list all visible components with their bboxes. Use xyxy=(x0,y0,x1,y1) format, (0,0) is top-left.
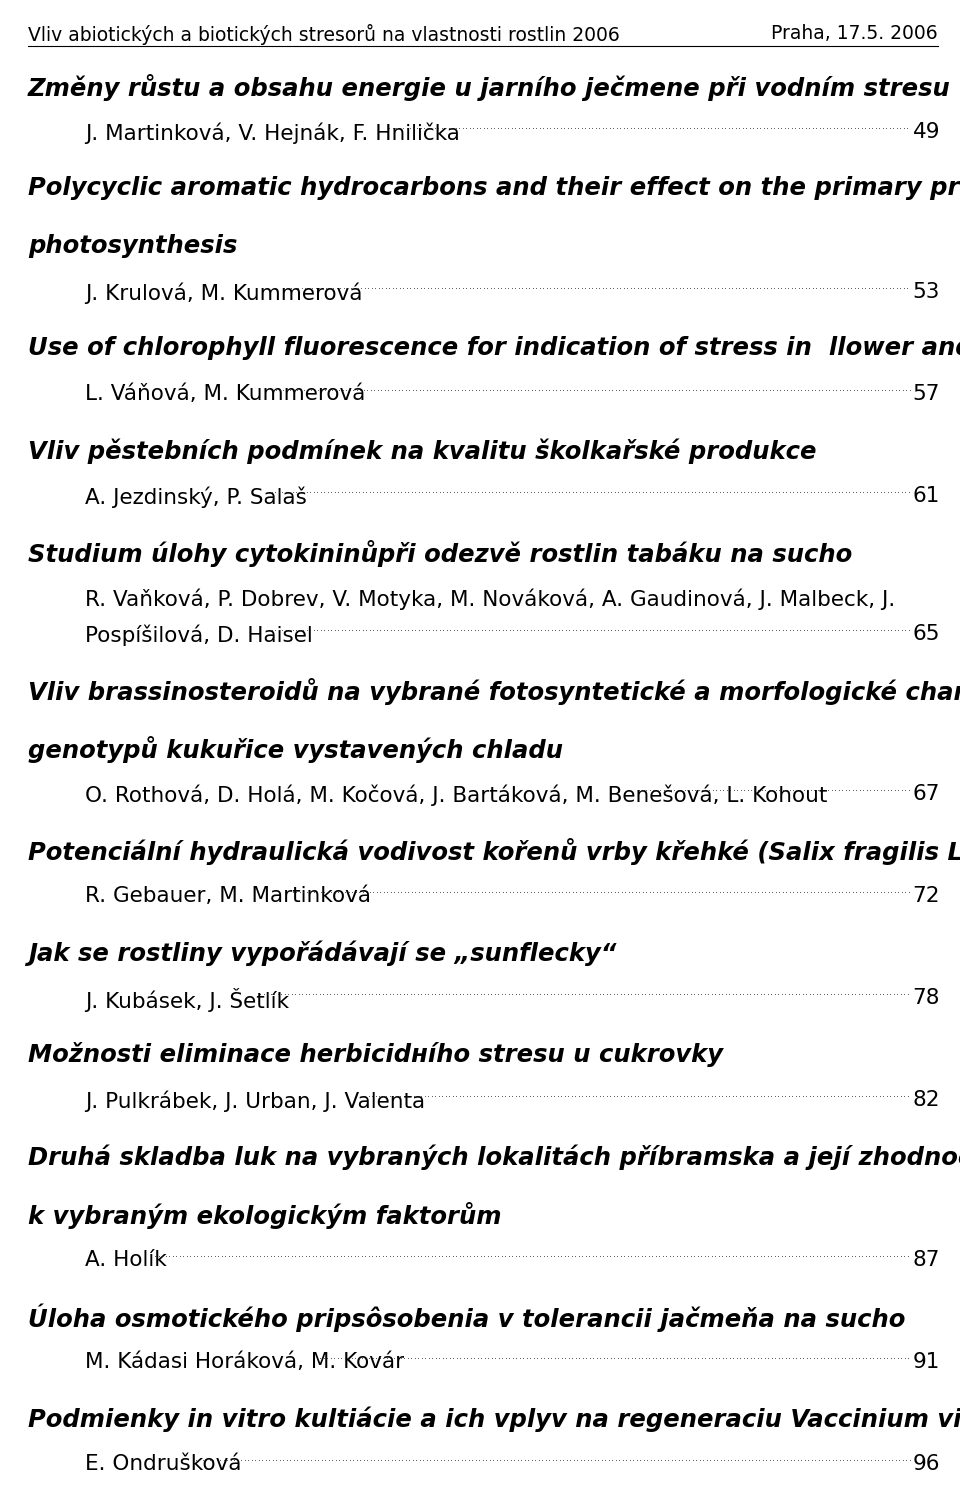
Text: J. Martinková, V. Hejnák, F. Hnilička: J. Martinková, V. Hejnák, F. Hnilička xyxy=(85,122,460,144)
Text: Pospíšilová, D. Haisel: Pospíšilová, D. Haisel xyxy=(85,624,313,645)
Text: Podmienky in vitro kultiácie a ich vplyv na regeneraciu Vaccinium vitis-idaea L.: Podmienky in vitro kultiácie a ich vplyv… xyxy=(28,1406,960,1431)
Text: 82: 82 xyxy=(913,1091,940,1110)
Text: Vliv brassinosteroidů na vybrané fotosyntetické a morfologické charkteristikyu r: Vliv brassinosteroidů na vybrané fotosyn… xyxy=(28,678,960,704)
Text: 65: 65 xyxy=(913,624,940,643)
Text: Use of chlorophyll fluorescence for indication of stress in  llower and hugher p: Use of chlorophyll fluorescence for indi… xyxy=(28,336,960,360)
Text: J. Krulová, M. Kummerová: J. Krulová, M. Kummerová xyxy=(85,282,363,303)
Text: A. Holík: A. Holík xyxy=(85,1250,167,1271)
Text: 67: 67 xyxy=(913,785,940,804)
Text: L. Váňová, M. Kummerová: L. Váňová, M. Kummerová xyxy=(85,383,366,404)
Text: Možnosti eliminace herbicidнího stresu u cukrovky: Možnosti eliminace herbicidнího stresu u… xyxy=(28,1042,723,1067)
Text: Polycyclic aromatic hydrocarbons and their effect on the primary processes of: Polycyclic aromatic hydrocarbons and the… xyxy=(28,175,960,201)
Text: 96: 96 xyxy=(913,1453,940,1474)
Text: Úloha osmotického pripsôsobenia v tolerancii jačmeňa na sucho: Úloha osmotického pripsôsobenia v tolera… xyxy=(28,1305,905,1333)
Text: J. Pulkrábek, J. Urban, J. Valenta: J. Pulkrábek, J. Urban, J. Valenta xyxy=(85,1091,425,1112)
Text: 87: 87 xyxy=(913,1250,940,1271)
Text: Druhá skladba luk na vybraných lokalitách příbramska a její zhodnocení ve vztahu: Druhá skladba luk na vybraných lokalitác… xyxy=(28,1144,960,1169)
Text: photosynthesis: photosynthesis xyxy=(28,233,237,259)
Text: Praha, 17.5. 2006: Praha, 17.5. 2006 xyxy=(772,24,938,43)
Text: Vliv pěstebních podmínek na kvalitu školkařské produkce: Vliv pěstebních podmínek na kvalitu škol… xyxy=(28,438,817,464)
Text: J. Kubásek, J. Šetlík: J. Kubásek, J. Šetlík xyxy=(85,988,289,1012)
Text: M. Kádasi Horáková, M. Kovár: M. Kádasi Horáková, M. Kovár xyxy=(85,1352,404,1372)
Text: 53: 53 xyxy=(913,282,940,302)
Text: O. Rothová, D. Holá, M. Kočová, J. Bartáková, M. Benešová, L. Kohout: O. Rothová, D. Holá, M. Kočová, J. Bartá… xyxy=(85,785,828,805)
Text: 61: 61 xyxy=(913,486,940,507)
Text: 57: 57 xyxy=(913,383,940,404)
Text: Studium úlohy cytokininůpři odezvě rostlin tabáku na sucho: Studium úlohy cytokininůpři odezvě rostl… xyxy=(28,539,852,568)
Text: 78: 78 xyxy=(913,988,940,1008)
Text: R. Vaňková, P. Dobrev, V. Motyka, M. Nováková, A. Gaudinová, J. Malbeck, J.: R. Vaňková, P. Dobrev, V. Motyka, M. Nov… xyxy=(85,588,896,609)
Text: R. Gebauer, M. Martinková: R. Gebauer, M. Martinková xyxy=(85,886,371,906)
Text: genotypů kukuřice vystavených chladu: genotypů kukuřice vystavených chladu xyxy=(28,736,563,762)
Text: Potenciální hydraulická vodivost kořenů vrby křehké (Salix fragilis L.): Potenciální hydraulická vodivost kořenů … xyxy=(28,838,960,865)
Text: Jak se rostliny vypořádávají se „sunflecky“: Jak se rostliny vypořádávají se „sunflec… xyxy=(28,941,616,966)
Text: k vybraným ekologickým faktorům: k vybraným ekologickým faktorům xyxy=(28,1202,501,1229)
Text: E. Ondrušková: E. Ondrušková xyxy=(85,1453,242,1474)
Text: Vliv abiotických a biotických stresorů na vlastnosti rostlin 2006: Vliv abiotických a biotických stresorů n… xyxy=(28,24,620,45)
Text: 91: 91 xyxy=(913,1352,940,1372)
Text: Změny růstu a obsahu energie u jarního ječmene při vodním stresu: Změny růstu a obsahu energie u jarního j… xyxy=(28,74,950,101)
Text: A. Jezdinský, P. Salaš: A. Jezdinský, P. Salaš xyxy=(85,486,307,508)
Text: 72: 72 xyxy=(913,886,940,906)
Text: 49: 49 xyxy=(913,122,940,143)
